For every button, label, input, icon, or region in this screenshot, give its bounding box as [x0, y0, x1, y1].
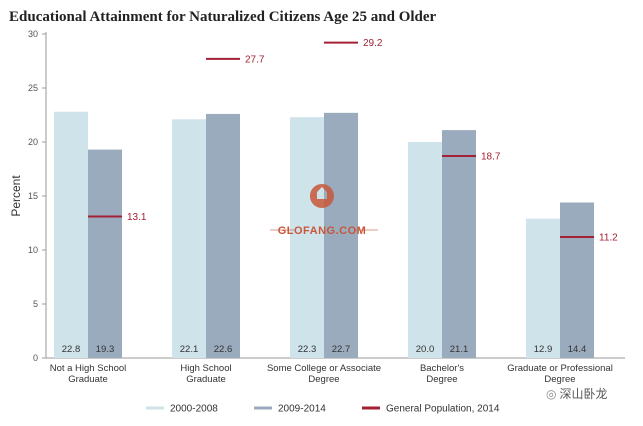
general-population-label: 13.1 [127, 212, 147, 223]
x-category-label: Not a High School [50, 363, 127, 374]
badge-text: 深山卧龙 [559, 387, 608, 401]
x-category-label: Graduate or Professional [507, 363, 613, 374]
x-category-label: Degree [544, 374, 575, 385]
bar-2009-2014 [324, 112, 358, 358]
x-category-label: Bachelor's [420, 363, 464, 374]
bar-value-label: 22.7 [332, 344, 351, 355]
bar-value-label: 22.3 [298, 344, 317, 355]
bar-value-label: 22.6 [214, 344, 233, 355]
bar-value-label: 12.9 [534, 344, 553, 355]
y-tick-label: 5 [33, 299, 38, 309]
y-tick-label: 15 [28, 191, 38, 201]
bar-2000-2008 [172, 119, 206, 358]
x-category-label: Degree [426, 374, 457, 385]
bar-2009-2014 [560, 202, 594, 358]
bar-2000-2008 [526, 218, 560, 358]
x-category-label: High School [180, 363, 231, 374]
general-population-label: 27.7 [245, 54, 265, 65]
legend-2000-2008-label: 2000-2008 [170, 404, 218, 415]
general-population-label: 18.7 [481, 152, 501, 163]
bar-2000-2008 [54, 111, 88, 358]
bar-value-label: 22.8 [62, 344, 81, 355]
watermark-text: GLOFANG.COM [278, 225, 367, 237]
bar-2009-2014 [88, 149, 122, 358]
bar-2000-2008 [408, 142, 442, 358]
y-axis-label: Percent [9, 175, 23, 217]
legend-general-population-label: General Population, 2014 [386, 404, 500, 415]
general-population-label: 29.2 [363, 38, 383, 49]
x-category-label: Some College or Associate [267, 363, 381, 374]
y-tick-label: 0 [33, 353, 38, 363]
y-tick-label: 10 [28, 245, 38, 255]
chart-title: Educational Attainment for Naturalized C… [9, 9, 437, 25]
legend-2009-2014-label: 2009-2014 [278, 404, 326, 415]
y-tick-label: 25 [28, 83, 38, 93]
y-tick-label: 30 [28, 29, 38, 39]
y-tick-label: 20 [28, 137, 38, 147]
watermark-logo-icon [309, 184, 334, 208]
x-category-label: Graduate [68, 374, 108, 385]
x-category-label: Graduate [186, 374, 226, 385]
bar-value-label: 20.0 [416, 344, 435, 355]
wechat-badge: ◎ 深山卧龙 [546, 385, 608, 402]
bar-value-label: 22.1 [180, 344, 199, 355]
bar-2009-2014 [442, 130, 476, 358]
bar-value-label: 21.1 [450, 344, 469, 355]
bar-value-label: 14.4 [568, 344, 587, 355]
bar-2009-2014 [206, 113, 240, 358]
wechat-icon: ◎ [546, 387, 557, 401]
bar-2000-2008 [290, 117, 324, 358]
x-category-label: Degree [308, 374, 339, 385]
bar-value-label: 19.3 [96, 344, 115, 355]
general-population-label: 11.2 [599, 233, 618, 244]
